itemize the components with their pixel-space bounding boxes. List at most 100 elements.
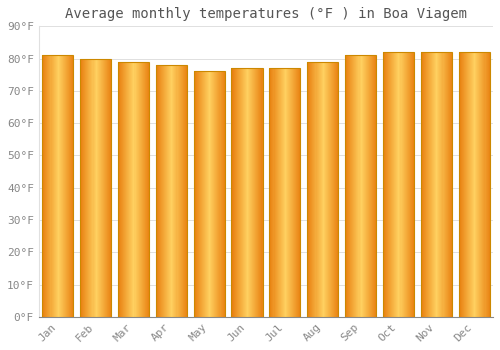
Bar (328, 62, 329, 317)
Bar (476, 52, 477, 317)
Bar (156, 65, 187, 317)
Bar (118, 62, 149, 317)
Bar (161, 65, 162, 317)
Bar (165, 65, 166, 317)
Bar (245, 68, 246, 317)
Bar (246, 68, 247, 317)
Bar (478, 52, 480, 317)
Bar (471, 52, 472, 317)
Bar (308, 62, 310, 317)
Bar (384, 52, 385, 317)
Bar (392, 52, 393, 317)
Bar (465, 52, 466, 317)
Bar (72, 55, 74, 317)
Bar (432, 52, 433, 317)
Bar (362, 55, 364, 317)
Bar (488, 52, 490, 317)
Bar (484, 52, 486, 317)
Bar (253, 68, 254, 317)
Bar (247, 68, 248, 317)
Bar (243, 68, 244, 317)
Bar (85, 58, 86, 317)
Bar (62, 55, 63, 317)
Bar (334, 62, 335, 317)
Bar (272, 68, 274, 317)
Bar (314, 62, 316, 317)
Bar (168, 65, 169, 317)
Bar (186, 65, 187, 317)
Bar (480, 52, 482, 317)
Bar (477, 52, 478, 317)
Bar (458, 52, 490, 317)
Bar (43, 55, 44, 317)
Bar (408, 52, 409, 317)
Bar (318, 62, 320, 317)
Bar (210, 71, 211, 317)
Bar (52, 55, 54, 317)
Bar (326, 62, 327, 317)
Bar (46, 55, 48, 317)
Bar (167, 65, 168, 317)
Bar (333, 62, 334, 317)
Bar (474, 52, 475, 317)
Bar (448, 52, 450, 317)
Bar (283, 68, 284, 317)
Bar (404, 52, 406, 317)
Bar (198, 71, 199, 317)
Bar (108, 58, 109, 317)
Bar (132, 62, 134, 317)
Bar (59, 55, 60, 317)
Bar (458, 52, 490, 317)
Bar (387, 52, 388, 317)
Bar (327, 62, 328, 317)
Bar (182, 65, 184, 317)
Bar (109, 58, 110, 317)
Bar (394, 52, 396, 317)
Bar (289, 68, 290, 317)
Bar (170, 65, 172, 317)
Bar (84, 58, 85, 317)
Bar (385, 52, 386, 317)
Bar (136, 62, 138, 317)
Bar (121, 62, 122, 317)
Bar (470, 52, 471, 317)
Bar (80, 58, 81, 317)
Bar (64, 55, 65, 317)
Bar (42, 55, 74, 317)
Bar (421, 52, 452, 317)
Bar (348, 55, 349, 317)
Bar (335, 62, 336, 317)
Bar (220, 71, 222, 317)
Bar (63, 55, 64, 317)
Bar (374, 55, 375, 317)
Bar (426, 52, 427, 317)
Bar (125, 62, 126, 317)
Title: Average monthly temperatures (°F ) in Boa Viagem: Average monthly temperatures (°F ) in Bo… (65, 7, 467, 21)
Bar (66, 55, 67, 317)
Bar (428, 52, 429, 317)
Bar (324, 62, 325, 317)
Bar (345, 55, 376, 317)
Bar (71, 55, 72, 317)
Bar (65, 55, 66, 317)
Bar (438, 52, 440, 317)
Bar (413, 52, 414, 317)
Bar (90, 58, 92, 317)
Bar (346, 55, 347, 317)
Bar (429, 52, 430, 317)
Bar (398, 52, 400, 317)
Bar (467, 52, 468, 317)
Bar (145, 62, 146, 317)
Bar (102, 58, 103, 317)
Bar (383, 52, 414, 317)
Bar (105, 58, 106, 317)
Bar (126, 62, 127, 317)
Bar (103, 58, 104, 317)
Bar (118, 62, 149, 317)
Bar (169, 65, 170, 317)
Bar (238, 68, 240, 317)
Bar (205, 71, 206, 317)
Bar (98, 58, 100, 317)
Bar (232, 68, 262, 317)
Bar (274, 68, 276, 317)
